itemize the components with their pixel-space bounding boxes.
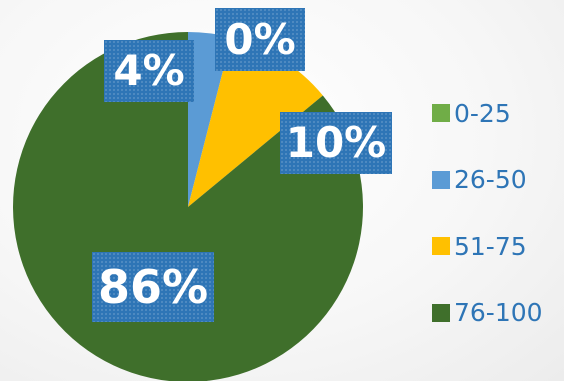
- legend-swatch-0-25: [432, 104, 450, 122]
- pie-slice-51-75: [188, 37, 323, 207]
- legend-label-76-100: 76-100: [454, 298, 543, 327]
- data-label-0-25: 0%: [215, 8, 305, 71]
- legend-label-0-25: 0-25: [454, 98, 511, 128]
- legend-label-51-75: 51-75: [454, 231, 527, 261]
- legend: 0-25 26-50 51-75 76-100: [432, 99, 543, 327]
- legend-item-51-75: 51-75: [432, 232, 543, 261]
- legend-item-26-50: 26-50: [432, 165, 543, 194]
- legend-label-26-50: 26-50: [454, 165, 527, 194]
- legend-swatch-76-100: [432, 303, 450, 322]
- data-label-51-75: 10%: [280, 112, 392, 174]
- data-label-76-100: 86%: [92, 252, 214, 322]
- data-label-26-50: 4%: [104, 40, 194, 102]
- legend-swatch-26-50: [432, 170, 450, 189]
- legend-item-0-25: 0-25: [432, 99, 543, 128]
- legend-swatch-51-75: [432, 237, 450, 255]
- legend-item-76-100: 76-100: [432, 298, 543, 327]
- pie-slice-26-50: [188, 32, 232, 207]
